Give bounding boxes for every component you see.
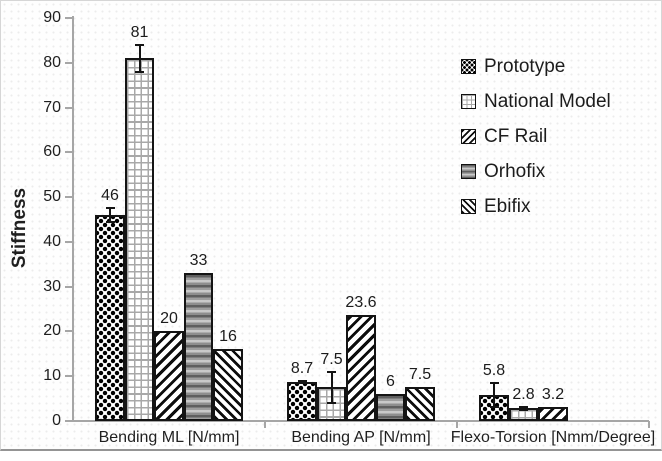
legend-item-national-model: National Model [461, 84, 611, 119]
bar-value-label: 5.8 [482, 362, 506, 380]
legend-label: CF Rail [484, 125, 548, 147]
x-category-label: Flexo-Torsion [Nmm/Degree] [450, 429, 656, 446]
y-tick-label: 10 [43, 367, 61, 385]
legend-swatch-diagup-pattern [461, 129, 476, 144]
y-tick-label: 0 [52, 412, 61, 429]
error-bar-cap-bottom [327, 401, 336, 404]
legend-item-ebifix: Ebifix [461, 189, 611, 224]
y-tick [65, 240, 72, 243]
legend-label: National Model [484, 90, 611, 112]
bar-national-model-cat1 [316, 387, 347, 421]
legend-item-prototype: Prototype [461, 49, 611, 84]
bar-value-label: 6 [386, 373, 395, 391]
legend: Prototype National Model CF Rail Orhofix Ebi… [461, 49, 611, 224]
y-tick [65, 61, 72, 64]
y-tick [65, 151, 72, 154]
y-tick-label: 30 [43, 277, 61, 295]
bar-value-label: 2.8 [512, 385, 535, 403]
error-bar-cap-bottom [519, 409, 528, 412]
bar-value-label: 81 [130, 23, 149, 41]
bar-value-label: 20 [160, 310, 178, 328]
legend-label: Ebifix [484, 195, 531, 217]
bar-value-label: 33 [189, 252, 208, 270]
error-bar [522, 406, 525, 411]
y-tick [65, 375, 72, 378]
bar-orhofix-cat1 [375, 394, 406, 421]
y-tick [65, 420, 72, 422]
bar-national-model-cat0 [124, 58, 155, 421]
error-bar [330, 372, 333, 403]
bar-value-label: 16 [219, 328, 237, 346]
bar-value-label: 7.5 [320, 351, 343, 369]
x-category-label: Bending ML [N/mm] [98, 429, 240, 446]
legend-swatch-grid-pattern [461, 94, 476, 109]
legend-swatch-dots-pattern [461, 59, 476, 74]
x-axis-line [73, 420, 649, 422]
legend-swatch-gray-pattern [461, 164, 476, 179]
bar-ebifix-cat0 [213, 349, 243, 421]
bar-ebifix-cat1 [405, 387, 435, 421]
y-tick [65, 196, 72, 199]
y-tick-label: 50 [43, 188, 61, 206]
x-axis-tick [456, 421, 458, 428]
error-bar-cap-top [519, 405, 528, 408]
bar-orhofix-cat0 [183, 273, 214, 421]
y-tick-label: 90 [43, 8, 61, 26]
y-tick [65, 106, 72, 109]
error-bar-cap-top [327, 371, 336, 374]
error-bar-cap-bottom [105, 220, 115, 223]
legend-item-cf-rail: CF Rail [461, 119, 611, 154]
bar-value-label: 7.5 [408, 366, 432, 384]
y-tick-label: 60 [43, 143, 61, 161]
error-bar-cap-bottom [489, 405, 499, 408]
error-bar-cap-top [489, 382, 499, 385]
error-bar-cap-bottom [135, 70, 144, 73]
bar-cf-rail-cat2 [538, 406, 568, 421]
error-bar-cap-top [297, 379, 307, 382]
y-tick-label: 40 [43, 232, 61, 250]
y-tick [65, 16, 72, 19]
error-bar [301, 380, 303, 384]
y-axis-line [72, 15, 74, 422]
bar-value-label: 8.7 [290, 359, 314, 377]
error-bar [493, 383, 495, 407]
error-bar-cap-top [105, 207, 115, 210]
y-tick-label: 80 [43, 53, 61, 71]
x-category-label: Bending AP [N/mm] [291, 429, 431, 446]
legend-label: Orhofix [484, 160, 546, 182]
error-bar-cap-top [135, 43, 144, 46]
y-tick [65, 330, 72, 333]
bar-cf-rail-cat1 [346, 315, 376, 421]
error-bar [109, 208, 111, 222]
x-axis-tick [264, 421, 266, 428]
bar-cf-rail-cat0 [154, 331, 184, 421]
y-tick-label: 70 [43, 98, 61, 116]
chart-frame: Stiffness 0 10 20 30 40 50 60 70 80 90 46 8.7 5.8 81 7… [0, 0, 662, 451]
bar-value-label: 23.6 [345, 294, 377, 312]
y-tick-label: 20 [43, 322, 61, 340]
legend-label: Prototype [484, 55, 566, 77]
legend-swatch-diagdown-pattern [461, 199, 476, 214]
x-axis-tick [648, 421, 650, 428]
error-bar-cap-bottom [297, 382, 307, 385]
bar-value-label: 3.2 [541, 385, 565, 403]
y-tick [65, 285, 72, 288]
legend-item-orhofix: Orhofix [461, 154, 611, 189]
bar-value-label: 46 [101, 187, 119, 205]
error-bar [138, 44, 141, 72]
bar-prototype-cat0 [95, 215, 125, 421]
bar-prototype-cat1 [287, 382, 317, 421]
